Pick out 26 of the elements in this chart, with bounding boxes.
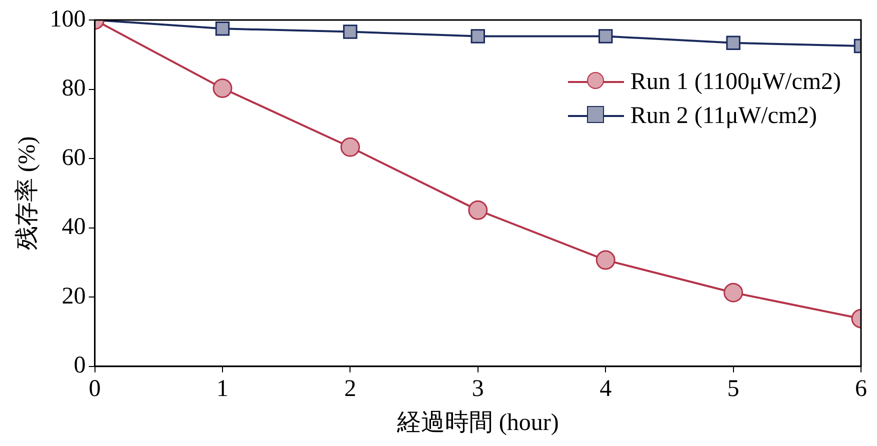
- y-tick-label: 60: [62, 144, 86, 171]
- x-tick-label: 1: [216, 376, 228, 402]
- y-tick-label: 20: [62, 283, 86, 310]
- x-tick-label: 6: [855, 376, 867, 402]
- point: [212, 78, 232, 98]
- x-axis-title: 経過時間 (hour): [396, 410, 559, 436]
- x-tick-label: 4: [600, 376, 612, 402]
- point: [598, 29, 613, 44]
- legend-label: Run 1 (1100μW/cm2): [630, 68, 841, 97]
- y-axis-title: 残存率 (%): [14, 136, 41, 250]
- x-tick-label: 2: [344, 376, 356, 402]
- y-tick-label: 0: [74, 352, 86, 379]
- point: [596, 250, 616, 270]
- x-tick-label: 3: [472, 376, 484, 402]
- legend-label: Run 2 (11μW/cm2): [630, 102, 817, 131]
- x-tick-label: 5: [727, 376, 740, 402]
- y-tick-label: 80: [62, 76, 86, 102]
- point: [215, 22, 230, 36]
- point: [724, 282, 744, 302]
- point: [726, 36, 740, 50]
- y-tick-label: 100: [50, 6, 86, 32]
- point: [343, 24, 358, 39]
- point: [340, 137, 360, 157]
- point: [470, 29, 486, 44]
- y-tick-label: 40: [62, 214, 86, 240]
- point: [468, 200, 488, 220]
